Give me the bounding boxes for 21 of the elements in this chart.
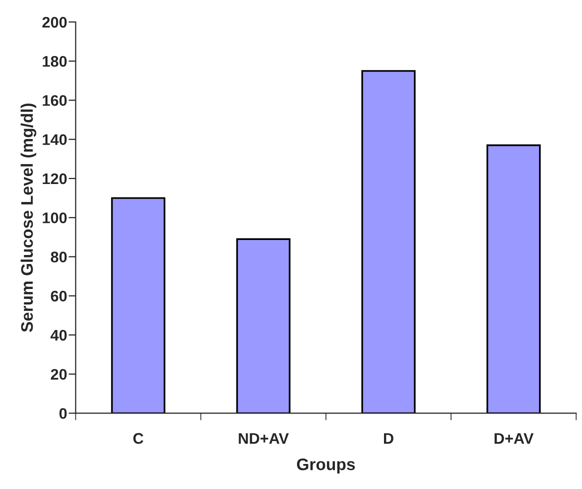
bar	[111, 197, 166, 414]
y-tick-label: 200	[42, 16, 67, 28]
y-tick-label: 0	[59, 408, 67, 419]
x-tick-label: D+AV	[494, 433, 534, 444]
y-tick-label: 40	[50, 330, 67, 341]
y-tick-label: 160	[42, 95, 67, 106]
x-tick-label: D	[384, 433, 394, 444]
y-tick-label: 80	[50, 252, 67, 262]
x-tick-label: ND+AV	[238, 433, 289, 444]
bar	[236, 238, 290, 414]
y-axis-title: Serum Glucose Level (mg/dl)	[20, 104, 36, 332]
y-tick-label: 180	[42, 56, 67, 67]
y-tick-label: 100	[42, 212, 67, 224]
bar	[486, 144, 541, 414]
y-tick-label: 140	[42, 134, 67, 146]
x-tick-label: C	[133, 433, 144, 444]
y-tick-label: 120	[42, 173, 67, 184]
bar	[361, 70, 416, 414]
y-tick-label: 20	[50, 368, 67, 380]
x-axis-title: Groups	[296, 458, 355, 474]
y-tick-label: 60	[50, 290, 67, 302]
